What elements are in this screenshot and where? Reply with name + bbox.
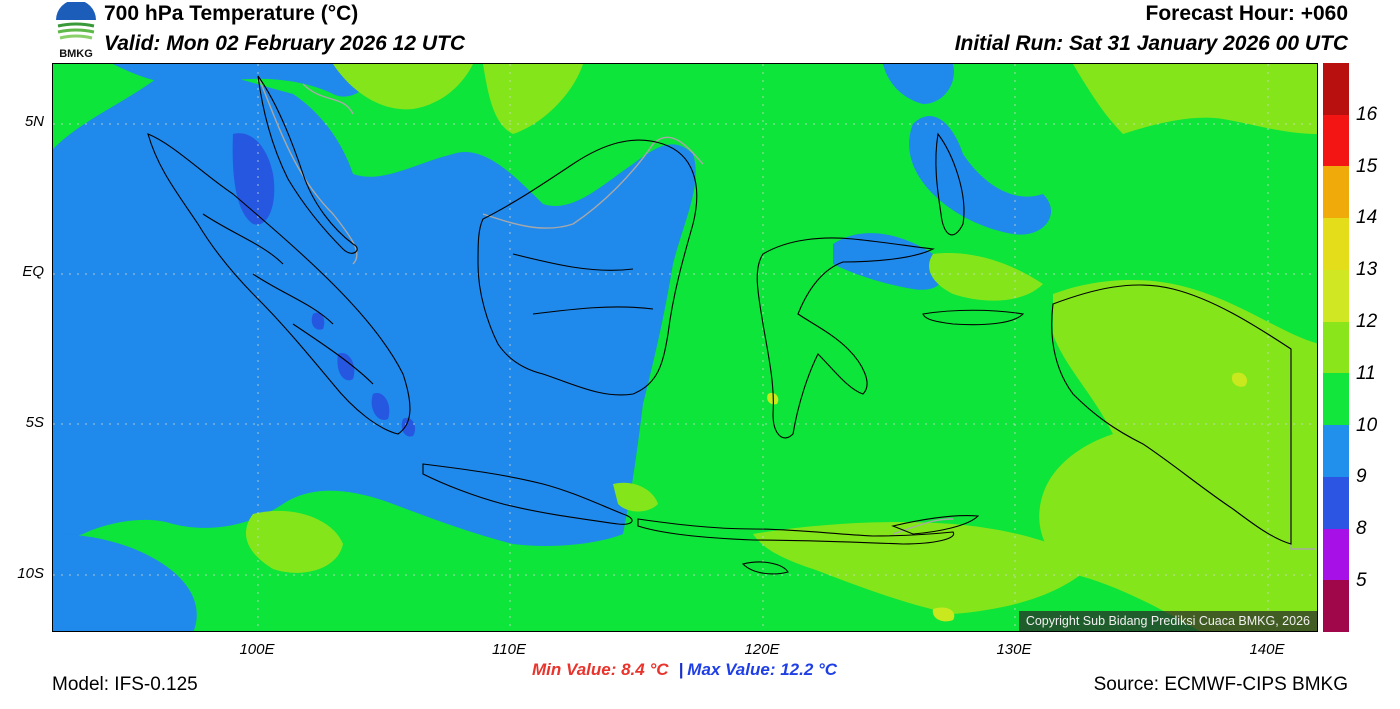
field-11-12-ne (1073, 64, 1317, 134)
legend-tick-16: 16 (1356, 104, 1378, 125)
field-8-9-a (232, 133, 275, 225)
field-11-12-sw (245, 510, 343, 573)
source-label: Source: ECMWF-CIPS BMKG (1093, 674, 1348, 695)
field-9-10-east-c (883, 64, 954, 104)
field-8-9-e (311, 312, 325, 330)
field-9-10-east-a (909, 115, 1052, 235)
lat-label-10s: 10S (17, 565, 44, 582)
sumatra-coast (147, 133, 411, 435)
legend-tick-12: 12 (1356, 311, 1378, 332)
timor-coast (891, 515, 980, 535)
newguinea-coast (1051, 284, 1292, 545)
min-max-separator: | (678, 660, 684, 679)
lon-label-140e: 140E (1249, 641, 1285, 658)
legend-tick-11: 11 (1356, 363, 1376, 384)
legend-tick-14: 14 (1356, 207, 1378, 228)
bmkg-logo: BMKG (52, 0, 100, 60)
lat-label-5s: 5S (25, 414, 44, 431)
field-12-13-a (932, 607, 955, 622)
lon-label-110e: 110E (492, 641, 526, 658)
seram-coast (922, 309, 1025, 326)
legend-tick-10: 10 (1356, 415, 1378, 436)
legend-swatch (1323, 218, 1349, 270)
max-value: Max Value: 12.2 °C (687, 660, 838, 679)
legend-swatch (1323, 166, 1349, 219)
copyright-notice: Copyright Sub Bidang Prediksi Cuaca BMKG… (1018, 611, 1317, 631)
field-11-12-png (1039, 279, 1317, 631)
field-12-13-c (767, 392, 779, 405)
lon-label-130e: 130E (996, 641, 1032, 658)
logo-text: BMKG (59, 48, 93, 60)
map-canvas (53, 64, 1317, 631)
legend-swatch (1323, 476, 1349, 529)
min-value: Min Value: 8.4 °C (532, 660, 669, 679)
legend-tick-13: 13 (1356, 259, 1378, 280)
field-11-12-north-b (483, 64, 583, 134)
legend-swatch (1323, 373, 1349, 426)
field-11-12-java-sea (613, 482, 658, 512)
legend-swatch (1323, 321, 1349, 374)
field-9-10-west (53, 71, 696, 546)
legend-swatch (1323, 528, 1349, 581)
field-8-9-c (371, 393, 390, 420)
borneo-coast (477, 139, 698, 396)
temperature-map[interactable]: Copyright Sub Bidang Prediksi Cuaca BMKG… (52, 63, 1318, 632)
legend-swatch (1323, 580, 1349, 632)
graticule (53, 64, 1317, 631)
field-12-13-b (1231, 372, 1248, 387)
field-11-12-timor (753, 522, 1093, 614)
lon-label-100e: 100E (239, 641, 275, 658)
lat-label-5n: 5N (24, 113, 44, 130)
malay-coast (257, 75, 358, 254)
sunda-coast (637, 518, 955, 545)
field-8-9-d (401, 417, 416, 437)
field-9-10-sumatra-south (53, 534, 197, 631)
legend-tick-15: 15 (1356, 156, 1378, 177)
min-max-values: Min Value: 8.4 °C | Max Value: 12.2 °C (532, 660, 837, 680)
lat-label-eq: EQ (22, 263, 44, 280)
chart-title: 700 hPa Temperature (°C) (104, 2, 359, 25)
legend-swatch (1323, 269, 1349, 322)
initial-run: Initial Run: Sat 31 January 2026 00 UTC (954, 32, 1348, 55)
legend-tick-5: 5 (1356, 570, 1367, 591)
color-legend (1323, 63, 1349, 632)
valid-time: Valid: Mon 02 February 2026 12 UTC (104, 32, 466, 55)
legend-swatch (1323, 63, 1349, 115)
model-label: Model: IFS-0.125 (52, 674, 198, 695)
flores-coast (741, 561, 789, 575)
legend-tick-9: 9 (1356, 466, 1367, 487)
coastlines (147, 75, 1292, 575)
field-9-10-north (113, 64, 383, 97)
lon-label-120e: 120E (744, 641, 780, 658)
field-11-12-north (333, 64, 473, 110)
sulawesi-coast (756, 237, 935, 439)
halmahera-coast (935, 132, 965, 236)
legend-tick-8: 8 (1356, 518, 1367, 539)
legend-swatch (1323, 425, 1349, 477)
java-coast (422, 463, 633, 525)
forecast-hour: Forecast Hour: +060 (1145, 2, 1349, 25)
field-8-9-b (337, 353, 355, 381)
legend-swatch (1323, 114, 1349, 167)
